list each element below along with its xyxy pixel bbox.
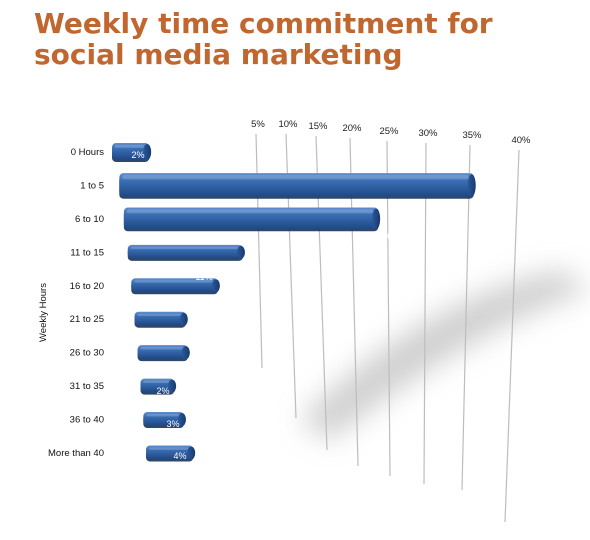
category-label: 36 to 40 — [70, 415, 104, 426]
data-label: 2% — [131, 150, 144, 160]
category-label: 1 to 5 — [80, 180, 104, 191]
category-label: 11 to 15 — [70, 247, 104, 258]
data-label: 11% — [195, 272, 212, 282]
data-label: 4% — [162, 328, 175, 338]
data-label: 8% — [182, 303, 195, 313]
bar — [146, 445, 196, 462]
x-tick-label: 30% — [418, 128, 438, 139]
category-label: 26 to 30 — [70, 348, 104, 359]
x-tick-label: 5% — [251, 119, 265, 130]
data-label: 26% — [294, 260, 312, 270]
bar-shadow — [300, 270, 590, 440]
y-axis-title: Weekly Hours — [38, 283, 49, 342]
category-label: 16 to 20 — [70, 281, 104, 292]
bar — [143, 412, 186, 429]
gridline — [255, 133, 263, 369]
category-label: 0 Hours — [71, 147, 105, 158]
bar — [112, 143, 152, 162]
data-label: 4% — [173, 451, 186, 461]
bar — [131, 278, 220, 295]
gridline — [461, 144, 471, 491]
gridline — [423, 142, 427, 485]
data-label: 2% — [156, 386, 169, 396]
x-tick-label: 20% — [342, 123, 362, 134]
category-label: 21 to 25 — [70, 314, 104, 325]
x-tick-label: 25% — [379, 126, 399, 137]
x-tick-label: 35% — [462, 130, 482, 141]
data-label: 36% — [382, 231, 400, 241]
x-tick-label: 15% — [308, 121, 328, 132]
category-label: More than 40 — [48, 448, 104, 459]
bar — [123, 207, 381, 232]
x-tick-label: 10% — [278, 119, 298, 130]
data-label: 4% — [164, 360, 177, 370]
category-label: 31 to 35 — [70, 381, 104, 392]
data-label: 3% — [166, 419, 179, 429]
category-label: 6 to 10 — [75, 214, 104, 225]
gridline — [504, 149, 520, 523]
bar — [134, 311, 188, 328]
bar — [140, 378, 177, 395]
x-tick-label: 40% — [511, 135, 531, 146]
bar — [127, 244, 245, 261]
bar — [119, 173, 476, 199]
chart-title: Weekly time commitment for social media … — [34, 7, 493, 71]
bar — [137, 345, 190, 362]
